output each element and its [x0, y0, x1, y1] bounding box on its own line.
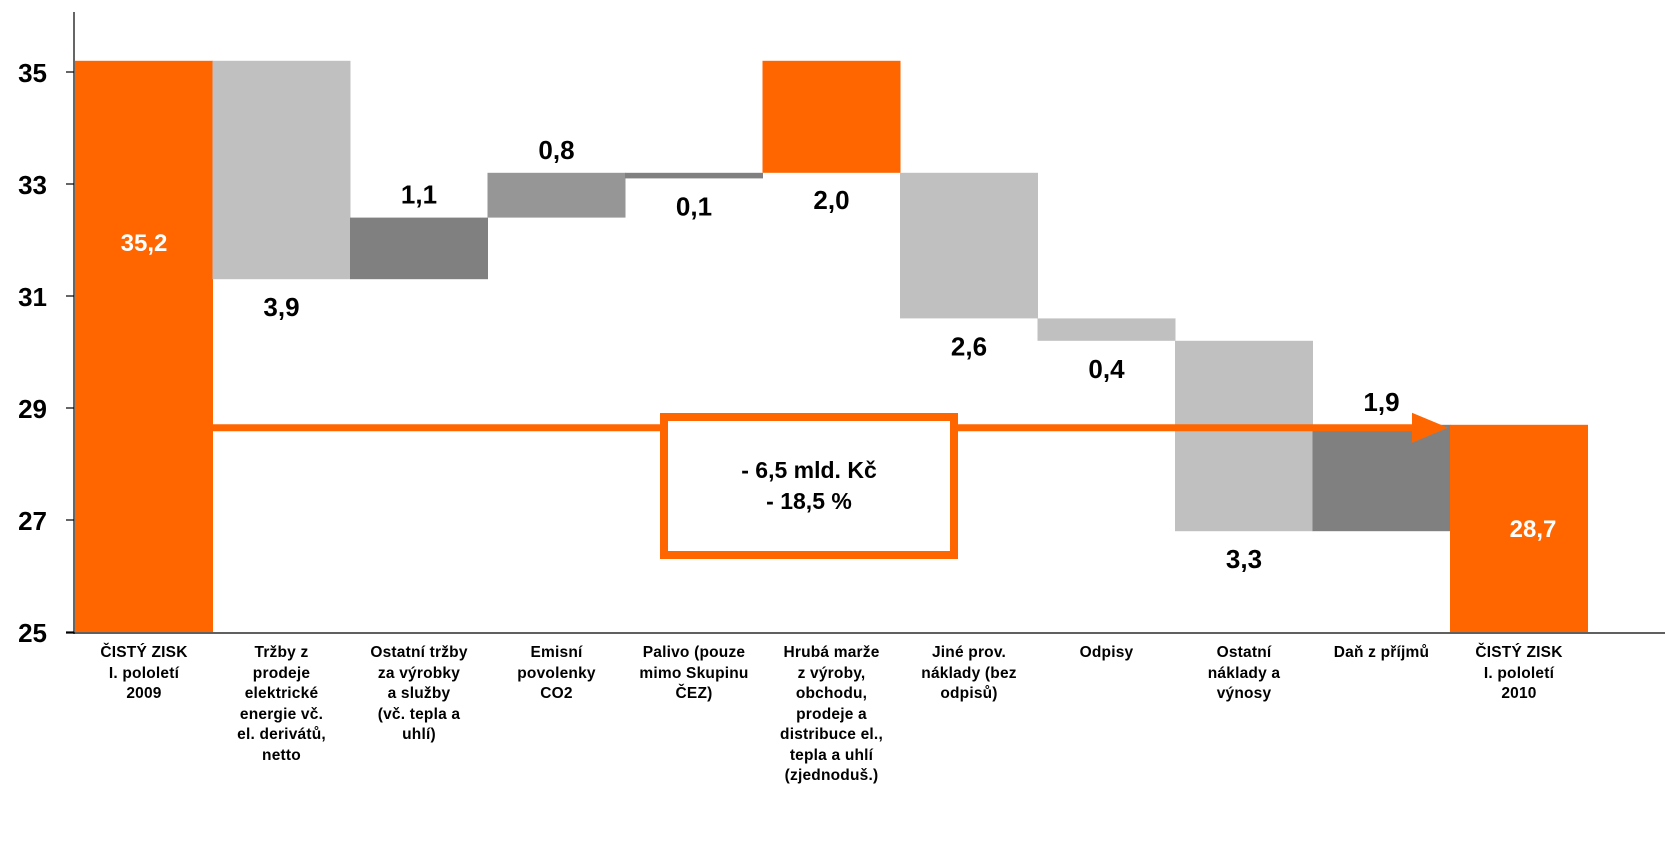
- category-label-line: CO2: [540, 685, 573, 702]
- y-tick-label-29: 29: [18, 394, 47, 424]
- category-label-line: ČISTÝ ZISK: [100, 644, 188, 661]
- category-label-line: Palivo (pouze: [642, 644, 746, 661]
- category-label-line: výnosy: [1216, 685, 1272, 702]
- bars-layer: [75, 60, 1588, 633]
- bar-3: [487, 172, 626, 218]
- category-label-3: Emisní povolenky CO2: [488, 643, 626, 705]
- category-label-line: 2009: [126, 685, 162, 702]
- category-label-line: náklady (bez: [921, 664, 1017, 682]
- summary-amount: - 6,5 mld. Kč: [741, 457, 877, 483]
- y-tick-label-27: 27: [18, 506, 47, 536]
- category-label-line: energie vč.: [239, 705, 324, 723]
- bar-2: [350, 217, 488, 280]
- category-label-line: z výroby,: [797, 664, 866, 682]
- data-label-8: 3,3: [1226, 544, 1262, 574]
- data-label-7: 0,4: [1088, 354, 1125, 384]
- category-label-line: distribuce el.,: [780, 726, 883, 743]
- category-label-line: Tržby z: [254, 644, 309, 661]
- y-axis: 25 27 29 31 33 35: [18, 12, 1665, 648]
- category-label-line: uhlí): [402, 726, 436, 743]
- bar-7: [1037, 318, 1176, 341]
- summary-box: - 6,5 mld. Kč - 18,5 %: [660, 413, 958, 559]
- category-label-line: I. pololetí: [108, 664, 180, 682]
- category-label-line: náklady a: [1207, 664, 1281, 682]
- category-label-line: obchodu,: [795, 685, 868, 702]
- category-label-line: Ostatní tržby: [370, 644, 468, 661]
- data-label-9: 1,9: [1363, 387, 1399, 417]
- category-label-line: ČEZ): [675, 685, 713, 702]
- category-label-line: prodeje a: [796, 705, 867, 723]
- bar-0: [75, 60, 213, 633]
- category-label-line: odpisů): [940, 685, 998, 702]
- category-label-6: Jiné prov. náklady (bez odpisů): [900, 643, 1038, 705]
- category-label-line: 2010: [1501, 685, 1537, 702]
- category-label-line: Jiné prov.: [931, 644, 1007, 661]
- data-label-2: 1,1: [401, 180, 437, 210]
- bar-5: [762, 60, 901, 173]
- bar-6: [900, 172, 1038, 319]
- category-label-4: Palivo (pouze mimo Skupinu ČEZ): [625, 643, 763, 705]
- category-label-7: Odpisy: [1038, 643, 1176, 664]
- category-label-line: tepla a uhlí: [789, 746, 874, 764]
- category-label-line: Daň z příjmů: [1333, 644, 1430, 661]
- category-label-8: Ostatní náklady a výnosy: [1175, 643, 1313, 705]
- category-label-line: Ostatní: [1216, 644, 1272, 661]
- y-tick-label-35: 35: [18, 58, 47, 88]
- bar-9: [1312, 424, 1451, 532]
- bar-1: [212, 60, 351, 280]
- category-label-2: Ostatní tržby za výrobky a služby (vč. tepl…: [350, 643, 488, 746]
- category-label-10: ČISTÝ ZISK I. pololetí 2010: [1450, 643, 1588, 705]
- data-label-6: 2,6: [951, 331, 987, 361]
- summary-percent: - 18,5 %: [766, 488, 852, 514]
- category-label-line: el. derivátů,: [237, 726, 326, 743]
- y-tick-label-33: 33: [18, 170, 47, 200]
- category-label-line: I. pololetí: [1483, 664, 1555, 682]
- bar-4: [625, 172, 763, 179]
- data-label-1: 3,9: [263, 292, 299, 322]
- category-label-line: Emisní: [530, 644, 583, 661]
- category-label-line: netto: [262, 746, 301, 764]
- data-label-10: 28,7: [1510, 516, 1557, 543]
- category-label-line: ČISTÝ ZISK: [1475, 644, 1563, 661]
- category-label-line: prodeje: [252, 664, 311, 682]
- category-label-line: Hrubá marže: [783, 644, 880, 661]
- category-label-line: elektrické: [244, 685, 319, 702]
- category-label-9: Daň z příjmů: [1313, 643, 1451, 664]
- category-label-line: povolenky: [517, 664, 596, 682]
- bar-8: [1175, 340, 1313, 532]
- data-label-0: 35,2: [121, 230, 168, 257]
- data-labels: 35,2 3,9 1,1 0,8 0,1 2,0 2,6 0,4 3,3 1,9 28,7: [121, 135, 1557, 574]
- category-label-0: ČISTÝ ZISK I. pololetí 2009: [75, 643, 213, 705]
- data-label-5: 2,0: [813, 185, 849, 215]
- category-label-line: mimo Skupinu: [639, 664, 749, 682]
- category-label-line: (vč. tepla a: [377, 705, 461, 723]
- category-label-line: za výrobky: [377, 664, 461, 682]
- category-label-5: Hrubá marže z výroby, obchodu, prodeje a dis…: [763, 643, 901, 787]
- data-label-3: 0,8: [538, 135, 574, 165]
- y-tick-label-25: 25: [18, 618, 47, 648]
- data-label-4: 0,1: [676, 191, 712, 221]
- category-label-1: Tržby z prodeje elektrické energie vč. el. d…: [213, 643, 351, 766]
- category-label-line: (zjednoduš.): [784, 767, 879, 784]
- arrow-head: [1412, 412, 1448, 443]
- category-label-line: Odpisy: [1079, 644, 1134, 661]
- y-tick-label-31: 31: [18, 282, 47, 312]
- category-label-line: a služby: [387, 685, 451, 702]
- bar-10: [1450, 424, 1588, 632]
